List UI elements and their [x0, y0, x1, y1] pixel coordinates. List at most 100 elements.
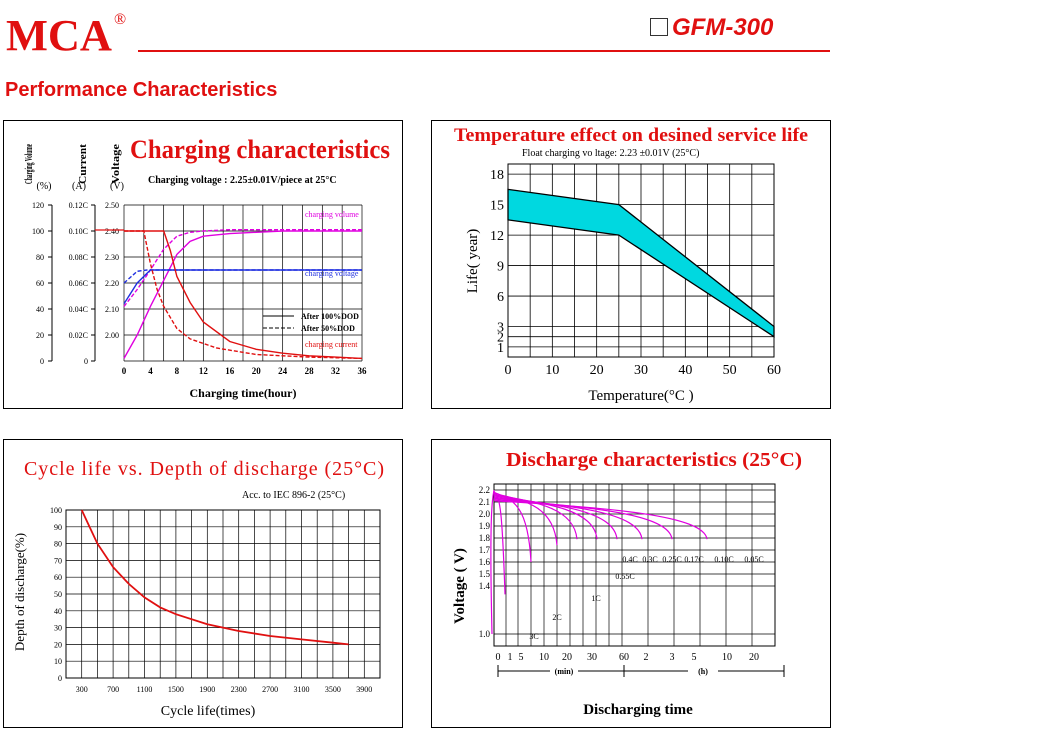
series-label: 3C [529, 632, 538, 641]
x-axis-label: Discharging time [583, 702, 693, 718]
series-volume-solid [123, 230, 362, 359]
checkbox-square-icon [650, 18, 668, 36]
annotation-charging-current: charging current [305, 340, 358, 349]
x-tick-label: 16 [225, 366, 235, 376]
y-tick-label: 100 [50, 506, 62, 515]
x-tick-label: 0 [122, 366, 127, 376]
legend-label: After 100%DOD [301, 312, 359, 321]
x-tick-label: 3100 [294, 685, 310, 694]
registered-mark: ® [114, 11, 126, 28]
mca-logo: MCA ® [6, 11, 126, 54]
legend-label: After 50%DOD [301, 324, 355, 333]
y-tick-label: 6 [497, 290, 504, 305]
y-tick-label: 90 [54, 523, 62, 532]
x-axis-label: Charging time(hour) [190, 386, 297, 400]
y-tick-label: 1.7 [479, 545, 491, 555]
cycle-life-chart: Cycle life vs. Depth of discharge (25°C)… [3, 439, 403, 728]
discharge-curve [493, 490, 506, 595]
x-tick-label: 20 [562, 652, 572, 663]
y-tick-label: 120 [32, 201, 44, 210]
x-tick-label: 4 [148, 366, 153, 376]
y-tick-label: 80 [36, 253, 44, 262]
y-tick-label: 0.10C [69, 227, 88, 236]
y-tick-label: 2.10 [105, 305, 119, 314]
x-tick-label: 0 [505, 363, 512, 378]
x-tick-label: 12 [199, 366, 209, 376]
y-tick-label: 3 [497, 321, 504, 336]
x-tick-label: 30 [634, 363, 648, 378]
y-tick-label: 20 [54, 640, 62, 649]
y-axis-unit: (A) [72, 181, 86, 192]
chart-title: Charging characteristics [130, 135, 390, 164]
x-tick-label: 24 [278, 366, 288, 376]
y-tick-label: 2.0 [479, 509, 491, 519]
y-tick-label: 40 [36, 305, 44, 314]
x-tick-label: 2700 [262, 685, 278, 694]
x-tick-label: 1100 [137, 685, 153, 694]
y-tick-label: 1.6 [479, 557, 491, 567]
series-label: 0.17C [684, 555, 703, 564]
model-heading: GFM-300 [650, 14, 773, 42]
cycle-life-curve [80, 509, 349, 646]
y-tick-label: 10 [54, 657, 62, 666]
y-tick-label: 1.0 [479, 629, 491, 639]
x-tick-label: 30 [587, 652, 597, 663]
discharge-curve [493, 494, 578, 540]
y-tick-label: 0.08C [69, 253, 88, 262]
series-label: 0.10C [714, 555, 733, 564]
y-tick-label: 0 [58, 674, 62, 683]
y-tick-label: 2.00 [105, 331, 119, 340]
discharge-curve [493, 500, 708, 540]
y-tick-label: 2.30 [105, 253, 119, 262]
x-tick-label: 1900 [199, 685, 215, 694]
y-tick-label: 50 [54, 590, 62, 599]
chart-title: Discharge characteristics (25°C) [506, 449, 802, 471]
x-tick-label: 36 [358, 366, 368, 376]
y-tick-label: 0.12C [69, 201, 88, 210]
y-tick-label: 0 [84, 357, 88, 366]
annotation-charging-voltage: charging voltage [305, 269, 359, 278]
y-axis-unit: (%) [37, 181, 52, 192]
series-label: 0.4C [622, 555, 637, 564]
y-axis-label: Voltage ( V) [452, 548, 468, 624]
y-axis-label: Voltage [110, 144, 122, 184]
y-tick-label: 1.5 [479, 569, 491, 579]
x-tick-label: 300 [76, 685, 88, 694]
discharge-curve [490, 489, 495, 635]
series-label: 0.25C [662, 555, 681, 564]
x-tick-label: 20 [749, 652, 759, 663]
x-tick-label: 60 [767, 363, 781, 378]
chart-title: Cycle life vs. Depth of discharge (25°C) [24, 458, 384, 480]
x-tick-label: 1500 [168, 685, 184, 694]
y-tick-label: 40 [54, 607, 62, 616]
x-axis-label: Cycle life(times) [161, 704, 256, 719]
x-tick-label: 10 [722, 652, 732, 663]
x-tick-label: 5 [692, 652, 697, 663]
x-tick-label: 60 [619, 652, 629, 663]
discharge-curve [493, 493, 558, 546]
plot-frame [493, 483, 776, 647]
series-label: 2C [552, 613, 561, 622]
y-tick-label: 15 [490, 199, 504, 214]
y-tick-label: 100 [32, 227, 44, 236]
series-voltage-dashed [123, 269, 362, 284]
discharge-curve [493, 495, 598, 540]
y-axis-unit: (V) [110, 181, 124, 192]
x-tick-label: 8 [175, 366, 180, 376]
x-unit-min: (min) [555, 667, 574, 676]
x-tick-label: 2300 [231, 685, 247, 694]
x-tick-label: 0 [496, 652, 501, 663]
x-tick-label: 2 [644, 652, 649, 663]
x-tick-label: 3 [670, 652, 675, 663]
y-tick-label: 0.04C [69, 305, 88, 314]
discharge-characteristics-chart: Discharge characteristics (25°C) 2.2 2.1 2.… [431, 439, 831, 728]
chart-subtitle: Charging voltage : 2.25±0.01V/piece at 2… [148, 175, 337, 186]
y-tick-label: 9 [497, 260, 504, 275]
y-tick-label: 2.1 [479, 497, 490, 507]
chart-title: Temperature effect on desined service li… [454, 125, 808, 146]
discharge-curve [493, 497, 643, 540]
x-axis-label: Temperature(°C ) [588, 388, 693, 404]
y-axis-label: Depth of discharge(%) [12, 533, 27, 651]
x-tick-label: 50 [723, 363, 737, 378]
x-unit-h: (h) [698, 667, 708, 676]
